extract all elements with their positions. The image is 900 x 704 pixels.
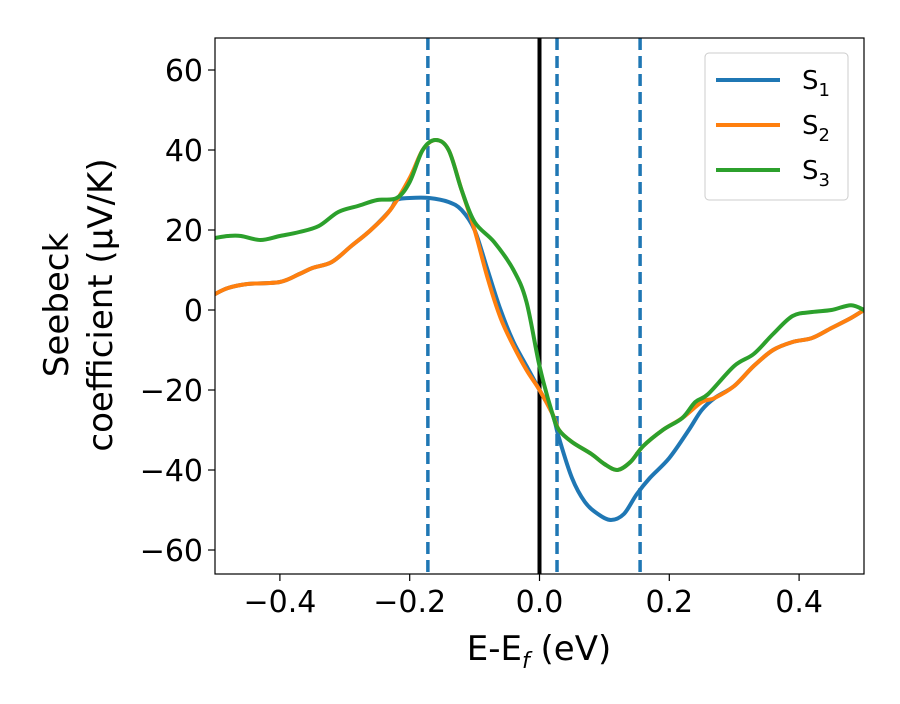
y-tick-label: −40 <box>140 454 203 489</box>
vertical-reference-lines <box>426 38 642 574</box>
y-tick-label: 60 <box>165 54 203 89</box>
legend-label-s3: S3 <box>802 156 830 191</box>
legend-label-s2: S2 <box>802 111 830 146</box>
y-tick-label: 0 <box>184 294 203 329</box>
series-line-s2 <box>215 138 864 472</box>
x-axis-title: E-Ef (eV) <box>467 629 612 674</box>
x-axis-ticks: −0.4 −0.2 0.0 0.2 0.4 <box>243 574 823 620</box>
x-axis-title-main: E-E <box>467 629 522 669</box>
legend-label-s1: S1 <box>802 66 830 101</box>
legend: S1 S2 S3 <box>704 52 849 201</box>
y-tick-label: 40 <box>165 134 203 169</box>
x-tick-label: −0.4 <box>243 585 316 620</box>
y-tick-label: −20 <box>140 374 203 409</box>
x-tick-label: 0.4 <box>775 585 823 620</box>
series-lines <box>215 138 864 522</box>
y-tick-label: −60 <box>140 534 203 569</box>
x-tick-label: −0.2 <box>373 585 446 620</box>
y-axis-ticks: −60 −40 −20 0 20 40 60 <box>140 54 215 569</box>
y-axis-title-line2: coefficient (μV/K) <box>81 158 121 451</box>
x-axis-title-sub: f <box>522 649 533 674</box>
y-tick-label: 20 <box>165 214 203 249</box>
series-line-s3 <box>215 138 864 472</box>
y-axis-title-line1: Seebeck <box>37 233 77 378</box>
x-tick-label: 0.2 <box>645 585 693 620</box>
x-tick-label: 0.0 <box>516 585 564 620</box>
x-axis-title-rest: (eV) <box>530 629 612 669</box>
